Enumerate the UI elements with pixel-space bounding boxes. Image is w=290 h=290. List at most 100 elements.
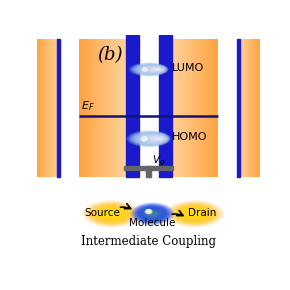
Bar <box>46 39 47 177</box>
Bar <box>124 39 125 177</box>
Ellipse shape <box>190 212 199 216</box>
Ellipse shape <box>148 211 157 216</box>
Bar <box>203 39 204 177</box>
Ellipse shape <box>126 130 171 147</box>
Ellipse shape <box>159 138 160 139</box>
Bar <box>90 39 91 177</box>
Ellipse shape <box>89 203 134 224</box>
Ellipse shape <box>152 68 161 71</box>
Bar <box>57 39 58 177</box>
Bar <box>213 39 214 177</box>
Ellipse shape <box>143 135 165 143</box>
Bar <box>53 39 54 177</box>
Bar <box>172 39 173 177</box>
Ellipse shape <box>86 202 137 226</box>
Bar <box>98 39 99 177</box>
Bar <box>198 39 199 177</box>
Bar <box>201 39 202 177</box>
Bar <box>258 39 259 177</box>
Bar <box>244 39 245 177</box>
Ellipse shape <box>101 209 122 219</box>
Ellipse shape <box>158 69 159 70</box>
Bar <box>41 39 42 177</box>
Bar <box>95 39 97 177</box>
Text: Drain: Drain <box>188 208 217 218</box>
Bar <box>257 39 258 177</box>
Ellipse shape <box>150 136 163 141</box>
Bar <box>237 39 240 177</box>
Ellipse shape <box>128 63 169 76</box>
Bar <box>257 39 258 177</box>
Ellipse shape <box>148 136 164 142</box>
Ellipse shape <box>82 200 142 228</box>
Bar <box>245 39 246 177</box>
Bar <box>43 39 44 177</box>
Bar <box>248 39 249 177</box>
Bar <box>188 39 189 177</box>
Bar <box>257 39 258 177</box>
Ellipse shape <box>186 210 204 218</box>
Bar <box>192 39 193 177</box>
Bar <box>100 39 101 177</box>
Bar <box>87 39 88 177</box>
Bar <box>105 39 106 177</box>
Bar <box>39 39 40 177</box>
Ellipse shape <box>142 66 164 73</box>
Bar <box>92 39 93 177</box>
Bar <box>252 39 253 177</box>
Ellipse shape <box>136 64 166 75</box>
Bar <box>93 39 94 177</box>
Bar <box>256 39 257 177</box>
Bar <box>112 39 113 177</box>
Bar <box>260 39 261 177</box>
Ellipse shape <box>135 204 170 223</box>
Ellipse shape <box>177 206 213 222</box>
Ellipse shape <box>139 65 165 74</box>
Ellipse shape <box>133 64 167 75</box>
Bar <box>204 39 205 177</box>
Bar <box>250 39 251 177</box>
Bar <box>45 39 46 177</box>
Bar <box>189 39 190 177</box>
Bar <box>241 39 242 177</box>
Bar <box>40 39 41 177</box>
Ellipse shape <box>184 209 205 219</box>
Bar <box>201 39 202 177</box>
Bar <box>53 39 54 177</box>
Bar <box>101 39 102 177</box>
Text: Source: Source <box>84 208 120 218</box>
Bar <box>119 39 120 177</box>
Bar <box>117 39 118 177</box>
Bar <box>253 39 254 177</box>
Ellipse shape <box>104 210 119 217</box>
Bar <box>247 39 248 177</box>
Bar <box>42 39 43 177</box>
Bar <box>242 39 243 177</box>
Ellipse shape <box>134 132 168 145</box>
Text: (b): (b) <box>97 46 123 64</box>
Bar <box>123 39 124 177</box>
Bar <box>82 39 83 177</box>
Ellipse shape <box>148 136 164 142</box>
Bar <box>55 39 56 177</box>
Bar <box>90 39 91 177</box>
Bar <box>247 39 248 177</box>
Bar <box>40 39 41 177</box>
Bar <box>42 39 43 177</box>
Ellipse shape <box>187 210 202 217</box>
Ellipse shape <box>148 67 162 72</box>
Ellipse shape <box>130 131 170 146</box>
Bar <box>198 39 199 177</box>
Bar <box>186 39 187 177</box>
Ellipse shape <box>151 213 154 214</box>
Bar <box>107 39 108 177</box>
Ellipse shape <box>153 137 162 140</box>
Ellipse shape <box>168 201 222 226</box>
Bar <box>110 39 111 177</box>
Bar <box>95 39 96 177</box>
Bar <box>113 39 114 177</box>
Bar <box>254 39 255 177</box>
Bar <box>50 39 51 177</box>
Ellipse shape <box>109 213 115 215</box>
Ellipse shape <box>136 205 169 222</box>
